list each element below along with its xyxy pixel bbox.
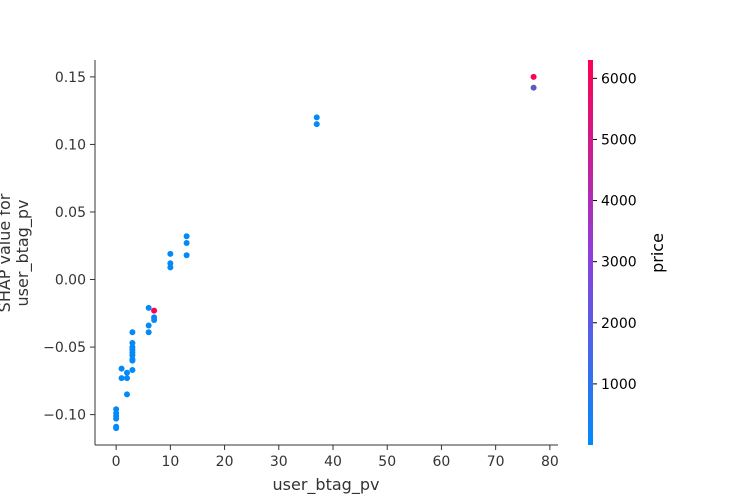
scatter-point-31 (183, 252, 190, 259)
y-axis-label-line-2: user_btag_pv (13, 200, 33, 307)
colorbar: 1000 2000 3000 4000 5000 6000 price (588, 60, 667, 445)
y-tick-label-4: 0.10 (55, 137, 86, 153)
scatter-point-9 (123, 375, 130, 382)
scatter-point-3 (113, 415, 120, 422)
y-axis-ticks: −0.10 −0.05 0.00 0.05 0.10 0.15 (43, 70, 95, 424)
colorbar-label: price (648, 233, 667, 273)
scatter-point-32 (313, 114, 320, 121)
scatter-point-34 (530, 73, 537, 80)
scatter-point-10 (123, 391, 130, 398)
scatter-points (113, 73, 537, 432)
scatter-point-11 (129, 329, 136, 336)
colorbar-tick-label-5: 6000 (601, 71, 637, 87)
scatter-point-18 (129, 357, 136, 364)
scatter-point-26 (167, 250, 174, 257)
y-tick-label-0: −0.10 (43, 408, 86, 424)
scatter-point-21 (145, 322, 152, 329)
scatter-point-22 (145, 329, 152, 336)
colorbar-tick-label-4: 5000 (601, 132, 637, 148)
scatter-point-19 (129, 367, 136, 374)
x-tick-label-4: 40 (324, 454, 342, 470)
y-tick-label-5: 0.15 (55, 70, 86, 86)
x-tick-label-8: 80 (541, 454, 559, 470)
scatter-point-35 (530, 84, 537, 91)
colorbar-gradient (588, 60, 593, 445)
y-axis-label-line-1: SHAP value for (0, 193, 14, 312)
scatter-point-30 (183, 240, 190, 247)
colorbar-tick-label-3: 4000 (601, 194, 637, 210)
x-tick-label-2: 20 (216, 454, 234, 470)
scatter-point-5 (113, 425, 120, 432)
x-axis-label: user_btag_pv (273, 475, 380, 495)
x-tick-label-7: 70 (487, 454, 505, 470)
scatter-point-28 (167, 264, 174, 271)
plot-area: 0 10 20 30 40 50 60 70 80 −0.10 −0.05 0.00 0.05 0.10… (43, 60, 559, 470)
colorbar-tick-label-1: 2000 (601, 316, 637, 332)
colorbar-ticks: 1000 2000 3000 4000 5000 6000 (593, 71, 637, 393)
x-axis-ticks: 0 10 20 30 40 50 60 70 80 (112, 445, 559, 470)
colorbar-tick-label-2: 3000 (601, 255, 637, 271)
scatter-point-6 (118, 365, 125, 372)
y-tick-label-1: −0.05 (43, 340, 86, 356)
x-tick-label-1: 10 (161, 454, 179, 470)
scatter-point-29 (183, 233, 190, 240)
x-tick-label-6: 60 (433, 454, 451, 470)
scatter-point-7 (118, 375, 125, 382)
y-tick-label-3: 0.05 (55, 205, 86, 221)
x-tick-label-0: 0 (112, 454, 121, 470)
y-tick-label-2: 0.00 (55, 273, 86, 289)
scatter-point-20 (145, 304, 152, 311)
x-tick-label-5: 50 (378, 454, 396, 470)
y-axis-label: SHAP value for user_btag_pv (0, 193, 33, 312)
scatter-point-8 (123, 369, 130, 376)
scatter-point-23 (151, 307, 158, 314)
scatter-point-33 (313, 121, 320, 128)
colorbar-tick-label-0: 1000 (601, 377, 637, 393)
x-tick-label-3: 30 (270, 454, 288, 470)
scatter-point-25 (151, 317, 158, 324)
